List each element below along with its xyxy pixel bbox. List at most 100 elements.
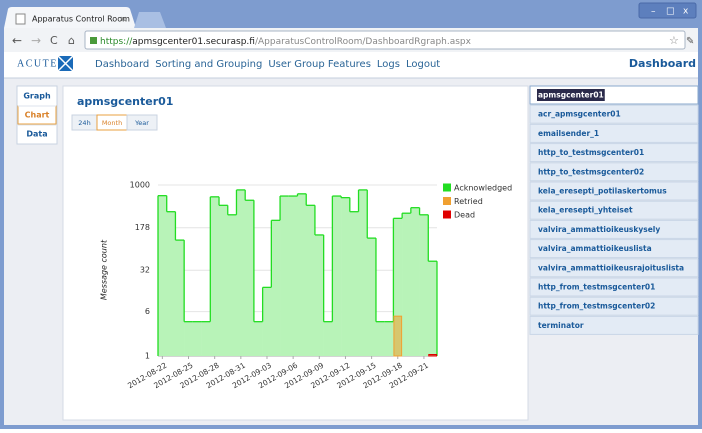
area-step: [262, 287, 272, 356]
tab-title: Apparatus Control Room: [32, 15, 130, 24]
tab-close[interactable]: ×: [120, 15, 127, 24]
legend-label: Retried: [454, 197, 483, 206]
star[interactable]: ☆: [669, 34, 679, 47]
server-name: kela_eresepti_potilaskertomus: [538, 187, 667, 196]
area-step: [271, 220, 281, 356]
area-step: [219, 205, 229, 356]
area-step: [253, 321, 263, 356]
area-step: [175, 240, 185, 356]
area-step: [297, 193, 307, 356]
nav-link[interactable]: Logs: [377, 59, 400, 70]
server-highlight: [537, 89, 605, 101]
nav-bar: [4, 52, 698, 78]
maximize[interactable]: □: [666, 7, 675, 17]
server-item[interactable]: [529, 181, 699, 201]
area-step: [323, 321, 333, 356]
area-step: [236, 189, 246, 356]
nav-link[interactable]: Logout: [406, 59, 440, 70]
nav-link[interactable]: User Group Features: [268, 59, 371, 70]
server-name: http_from_testmsgcenter01: [538, 283, 655, 292]
side-tab[interactable]: Chart: [25, 111, 50, 120]
server-name: apmsgcenter01: [538, 91, 604, 100]
wrench[interactable]: ✎: [686, 36, 694, 47]
side-tab[interactable]: Graph: [23, 92, 51, 101]
area-step: [184, 321, 194, 356]
y-axis-label: Message count: [100, 239, 109, 300]
area-step: [375, 321, 385, 356]
minimize[interactable]: –: [651, 7, 656, 17]
area-step: [306, 205, 316, 356]
back[interactable]: ←: [12, 34, 22, 48]
y-tick-label: 178: [135, 223, 150, 232]
tab-icon: [15, 13, 26, 25]
nav-link[interactable]: Dashboard: [95, 59, 149, 70]
server-name: http_from_testmsgcenter02: [538, 302, 655, 311]
address-bar[interactable]: [84, 30, 686, 50]
server-item[interactable]: [529, 219, 699, 239]
range-button[interactable]: [126, 114, 158, 131]
url-path: /ApparatusControlRoom/DashboardRgraph.as…: [255, 37, 472, 47]
area-step: [384, 321, 394, 356]
nav-link[interactable]: Sorting and Grouping: [155, 59, 262, 70]
legend-swatch: [443, 183, 451, 192]
server-name: http_to_testmsgcenter01: [538, 148, 644, 157]
area-step: [393, 218, 403, 356]
logo[interactable]: ACUTE: [17, 58, 58, 69]
forward[interactable]: →: [31, 34, 41, 48]
area-step: [341, 197, 351, 356]
server-item[interactable]: [529, 162, 699, 182]
legend-swatch: [443, 197, 451, 205]
server-name: valvira_ammattioikeusrajoituslista: [538, 263, 684, 272]
y-tick-label: 6: [145, 307, 150, 316]
url: https://apmsgcenter01.securasp.fi/Appara…: [100, 37, 472, 47]
url-scheme: https://: [100, 37, 133, 47]
area-step: [314, 234, 324, 356]
legend-swatch: [443, 210, 451, 219]
area-step: [428, 261, 438, 356]
area-step: [393, 315, 403, 357]
server-item[interactable]: [529, 239, 699, 259]
server-item[interactable]: [529, 296, 699, 316]
server-name: acr_apmsgcenter01: [538, 110, 621, 119]
server-item[interactable]: [529, 104, 699, 124]
tab[interactable]: [4, 7, 136, 28]
area-step: [192, 321, 202, 356]
area-step: [410, 207, 420, 356]
side-tab[interactable]: Data: [26, 130, 47, 139]
y-tick-label: 1000: [130, 181, 150, 190]
area-step: [227, 214, 237, 356]
server-item[interactable]: [529, 200, 699, 220]
y-tick-label: 32: [140, 266, 150, 275]
range-button-label: 24h: [78, 119, 90, 127]
area-step: [428, 354, 437, 357]
area-step: [245, 200, 255, 356]
server-item[interactable]: [529, 315, 699, 335]
server-item[interactable]: [529, 258, 699, 278]
chart-title: apmsgcenter01: [77, 95, 173, 108]
area-step: [201, 321, 211, 356]
server-name: terminator: [538, 321, 584, 330]
area-step: [349, 211, 359, 356]
home[interactable]: ⌂: [68, 34, 75, 47]
area-step: [166, 211, 176, 356]
area-step: [280, 196, 290, 356]
server-item[interactable]: [529, 143, 699, 163]
close[interactable]: x: [683, 7, 689, 17]
window-controls[interactable]: [638, 2, 697, 19]
server-item[interactable]: [529, 277, 699, 297]
legend-label: Dead: [454, 211, 475, 220]
area-step: [358, 189, 368, 356]
server-name: kela_eresepti_yhteiset: [538, 206, 633, 215]
area-step: [210, 196, 220, 356]
range-button-label: Month: [102, 119, 122, 127]
server-name: emailsender_1: [538, 129, 599, 138]
range-button-label: Year: [134, 119, 149, 127]
area-step: [419, 214, 429, 356]
legend-label: Acknowledged: [454, 184, 512, 193]
area-step: [332, 196, 342, 356]
reload[interactable]: C: [50, 34, 58, 47]
server-item[interactable]: [529, 123, 699, 143]
new-tab[interactable]: [134, 12, 166, 28]
